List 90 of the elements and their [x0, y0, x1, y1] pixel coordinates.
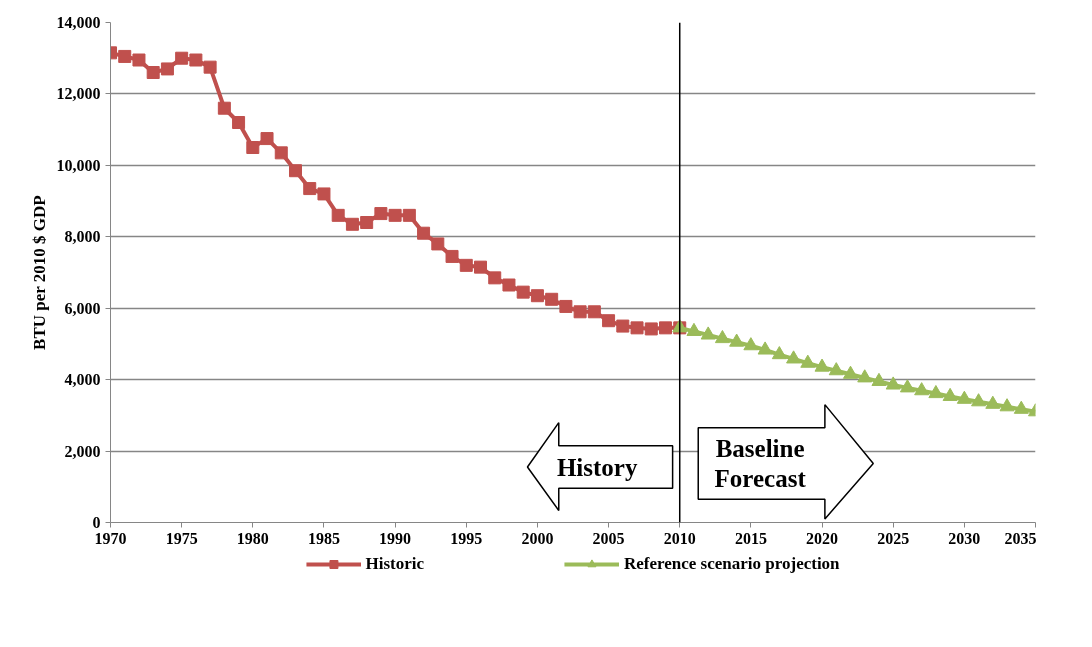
point: [445, 249, 459, 263]
x-tick-label: 2025: [877, 529, 910, 547]
point: [814, 358, 830, 372]
x-tick-label: 2000: [521, 529, 554, 547]
y-tick-label: 10,000: [56, 156, 101, 174]
point: [871, 372, 887, 386]
y-tick-label: 12,000: [56, 85, 101, 103]
point: [985, 395, 1001, 409]
x-tick-label: 1975: [165, 529, 198, 547]
point: [274, 146, 288, 160]
point: [417, 226, 431, 240]
point: [602, 314, 616, 328]
point: [175, 51, 189, 65]
point: [516, 285, 530, 299]
point: [289, 164, 302, 178]
point: [800, 354, 816, 368]
point: [260, 132, 274, 146]
point: [942, 387, 958, 401]
point: [459, 258, 473, 272]
point: [956, 390, 972, 404]
point: [757, 341, 773, 355]
point: [474, 260, 487, 274]
point: [146, 66, 160, 79]
y-tick-label: 0: [92, 514, 101, 531]
x-tick-label: 1990: [379, 529, 412, 547]
point: [360, 216, 374, 229]
point: [714, 329, 730, 344]
point: [1013, 400, 1029, 414]
point: [189, 53, 203, 67]
point: [843, 365, 858, 379]
y-axis-title: BTU per 2010 $ GDP: [29, 195, 49, 350]
point: [573, 305, 587, 319]
point: [118, 49, 132, 63]
point: [160, 62, 174, 76]
point: [545, 292, 559, 306]
point: [686, 322, 702, 336]
point: [488, 271, 502, 285]
point: [928, 384, 944, 399]
point: [530, 289, 544, 303]
point: [374, 207, 388, 221]
point: [771, 346, 787, 360]
point: [616, 319, 630, 333]
point: [217, 101, 231, 115]
x-tick-label: 1985: [307, 529, 340, 547]
legend-label: Historic: [365, 554, 424, 574]
y-tick-label: 2,000: [64, 442, 101, 460]
point: [232, 116, 246, 129]
point: [885, 376, 901, 390]
x-tick-label: 1970: [94, 529, 127, 547]
x-tick-label: 2020: [806, 529, 839, 547]
point: [203, 60, 217, 74]
y-tick-label: 8,000: [64, 228, 101, 246]
point: [700, 326, 716, 340]
point: [914, 382, 930, 396]
point: [857, 369, 873, 383]
point: [743, 337, 759, 351]
point: [899, 379, 915, 393]
point: [828, 362, 844, 376]
point: [587, 305, 601, 319]
point: [971, 393, 987, 407]
point: [502, 278, 516, 292]
y-tick-label: 14,000: [56, 14, 101, 31]
x-tick-label: 2030: [948, 529, 981, 547]
legend-label: Reference scenario projection: [623, 554, 840, 574]
x-tick-label: 1995: [450, 529, 483, 547]
x-tick-label: 1980: [236, 529, 269, 547]
y-tick-label: 4,000: [64, 371, 101, 389]
x-tick-label: 2015: [734, 529, 767, 547]
point: [559, 299, 573, 313]
point: [345, 217, 359, 231]
point: [388, 208, 402, 222]
point: [630, 321, 644, 335]
point: [431, 237, 445, 251]
point: [659, 321, 672, 335]
x-tick-label: 2005: [592, 529, 625, 547]
point: [644, 322, 658, 336]
point: [303, 182, 317, 196]
point: [729, 333, 745, 347]
point: [786, 350, 802, 364]
point: [402, 208, 416, 222]
annotation: History: [556, 453, 638, 481]
y-tick-label: 6,000: [64, 299, 101, 317]
point: [317, 187, 331, 201]
point: [999, 398, 1015, 412]
annotation: Baseline Forecast: [714, 435, 807, 492]
point: [331, 208, 345, 222]
point: [132, 53, 146, 67]
x-tick-label: 2035: [1004, 529, 1037, 547]
x-tick-label: 2010: [663, 529, 696, 547]
point: [246, 141, 260, 154]
